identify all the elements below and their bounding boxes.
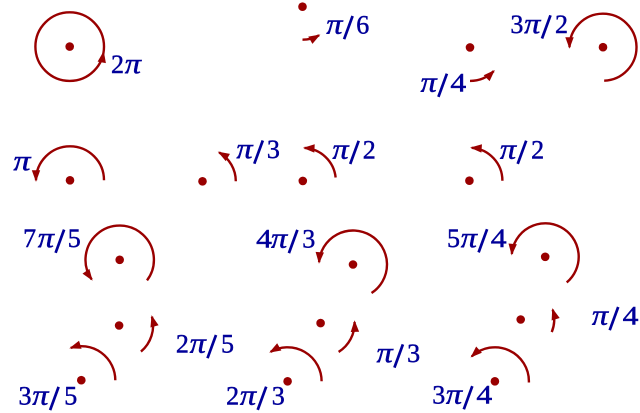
svg-text:5: 5: [221, 330, 234, 359]
svg-text:π: π: [500, 133, 518, 165]
svg-text:3: 3: [272, 381, 285, 410]
svg-text:3: 3: [432, 381, 445, 410]
svg-text:3: 3: [302, 225, 315, 254]
svg-text:π: π: [38, 222, 56, 254]
svg-text:π: π: [446, 378, 464, 410]
svg-text:3: 3: [510, 10, 523, 39]
svg-text:2: 2: [363, 135, 376, 164]
svg-text:5: 5: [68, 224, 81, 253]
svg-text:2: 2: [176, 330, 189, 359]
svg-text:π: π: [240, 379, 258, 411]
svg-text:2: 2: [531, 135, 544, 164]
svg-text:π: π: [271, 222, 289, 254]
svg-text:π: π: [125, 47, 143, 79]
svg-text:π: π: [13, 144, 31, 176]
svg-text:π: π: [236, 133, 254, 165]
svg-text:3: 3: [267, 135, 280, 164]
svg-text:4: 4: [623, 302, 639, 331]
svg-text:2: 2: [555, 10, 568, 39]
svg-text:π: π: [421, 66, 439, 98]
svg-text:π: π: [524, 7, 542, 39]
svg-text:π: π: [326, 8, 344, 40]
svg-text:π: π: [332, 133, 350, 165]
svg-text:5: 5: [447, 224, 460, 253]
svg-text:6: 6: [356, 11, 369, 40]
svg-text:π: π: [592, 299, 610, 331]
svg-text:4: 4: [491, 224, 507, 253]
svg-text:π: π: [32, 379, 50, 411]
svg-text:π: π: [461, 221, 479, 253]
svg-text:4: 4: [450, 69, 466, 98]
svg-text:5: 5: [64, 382, 77, 411]
svg-text:7: 7: [23, 224, 36, 253]
svg-text:4: 4: [476, 381, 492, 410]
svg-text:3: 3: [19, 382, 32, 411]
svg-text:4: 4: [256, 225, 272, 254]
svg-text:3: 3: [407, 339, 420, 368]
svg-text:2: 2: [226, 381, 239, 410]
svg-text:2: 2: [111, 50, 124, 79]
svg-text:π: π: [190, 327, 208, 359]
svg-text:π: π: [377, 337, 395, 369]
